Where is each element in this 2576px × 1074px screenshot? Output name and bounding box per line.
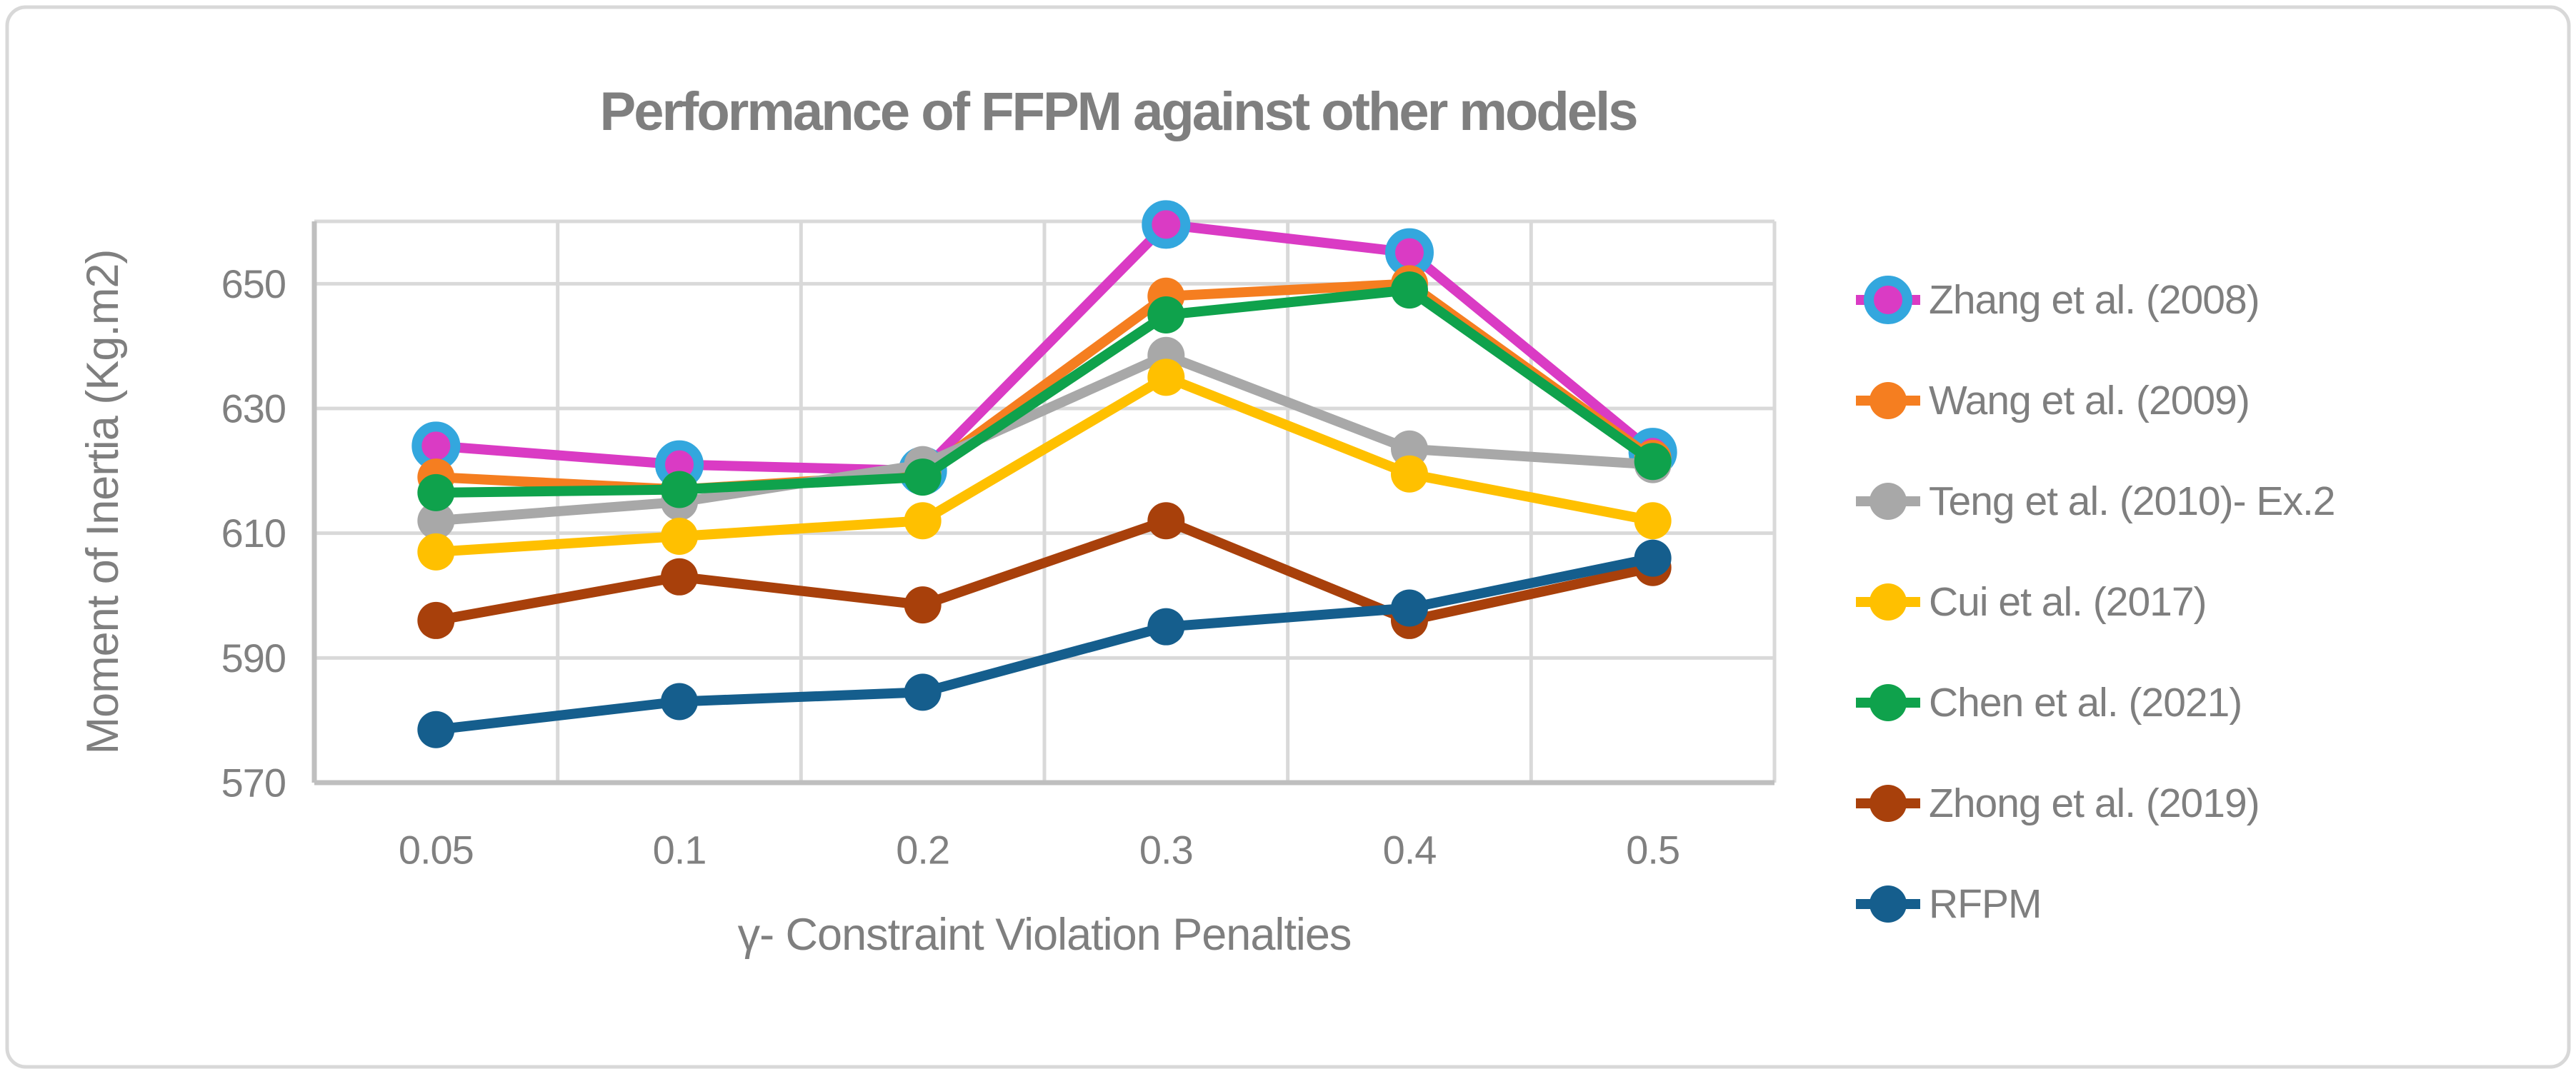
data-point-marker [1142, 200, 1191, 249]
x-axis-title: γ- Constraint Violation Penalties [738, 910, 1352, 960]
legend-label: Cui et al. (2017) [1929, 579, 2207, 625]
legend-marker [1869, 885, 1907, 923]
data-point-marker [1391, 455, 1428, 493]
legend-label: Teng et al. (2010)- Ex.2 [1929, 478, 2335, 524]
legend-marker [1864, 276, 1912, 324]
legend: Zhang et al. (2008) Wang et al. (2009) Ten… [1856, 276, 2336, 927]
y-tick-label: 650 [221, 261, 286, 306]
legend-item: Zhang et al. (2008) [1856, 276, 2260, 324]
data-point-marker [1147, 608, 1185, 646]
data-point-marker [417, 601, 455, 639]
data-point-marker [1391, 589, 1428, 627]
data-point-marker [661, 518, 698, 556]
series-line [431, 516, 1658, 626]
series-line [431, 350, 1658, 526]
data-point-marker [904, 673, 942, 711]
series-line [431, 553, 1658, 735]
legend-marker [1869, 382, 1907, 419]
series-line [431, 219, 1658, 476]
data-point-marker [1391, 271, 1428, 309]
data-point-marker [904, 502, 942, 540]
x-tick-label: 0.1 [653, 828, 707, 873]
y-tick-label: 570 [221, 761, 286, 806]
legend-marker [1869, 684, 1907, 721]
x-tick-label: 0.4 [1383, 828, 1437, 873]
y-axis-title: Moment of Inertia (Kg.m2) [78, 250, 128, 755]
series-layer [411, 200, 1677, 748]
data-point-marker [661, 558, 698, 596]
legend-label: Zhong et al. (2019) [1929, 781, 2260, 826]
legend-label: Wang et al. (2009) [1929, 378, 2250, 423]
series-line [431, 372, 1658, 557]
axes [311, 221, 1774, 786]
legend-item: Chen et al. (2021) [1856, 680, 2242, 726]
x-tick-label: 0.2 [896, 828, 949, 873]
chart-title: Performance of FFPM against other models [600, 81, 1637, 142]
data-point-marker [1634, 443, 1672, 481]
data-point-marker [661, 683, 698, 721]
data-point-marker [1634, 539, 1672, 577]
data-point-marker [1147, 296, 1185, 333]
legend-label: Chen et al. (2021) [1929, 680, 2242, 726]
data-point-marker [904, 458, 942, 496]
data-point-marker [417, 502, 455, 540]
y-tick-label: 630 [221, 386, 286, 431]
y-tick-label: 590 [221, 636, 286, 681]
data-point-marker [1147, 358, 1185, 396]
legend-marker [1869, 785, 1907, 822]
data-point-marker [417, 533, 455, 571]
legend-item: Cui et al. (2017) [1856, 579, 2207, 625]
data-point-marker [904, 586, 942, 624]
data-point-marker [1147, 502, 1185, 540]
data-point-marker [1634, 502, 1672, 540]
legend-marker [1869, 583, 1907, 621]
data-point-marker [661, 471, 698, 508]
legend-item: RFPM [1856, 881, 2042, 927]
x-tick-label: 0.3 [1139, 828, 1193, 873]
tick-labels: 570 590 610 630 650 0.05 0.1 0.2 0.3 0.4 0.5 [221, 261, 1681, 873]
legend-marker [1869, 483, 1907, 520]
legend-label: RFPM [1929, 881, 2041, 927]
y-tick-label: 610 [221, 511, 286, 556]
legend-label: Zhang et al. (2008) [1929, 277, 2260, 323]
series-line [431, 285, 1658, 498]
x-tick-label: 0.5 [1626, 828, 1679, 873]
data-point-marker [417, 473, 455, 511]
data-point-marker [417, 711, 455, 748]
legend-item: Wang et al. (2009) [1856, 378, 2250, 423]
legend-item: Zhong et al. (2019) [1856, 781, 2260, 826]
x-tick-label: 0.05 [399, 828, 474, 873]
legend-item: Teng et al. (2010)- Ex.2 [1856, 478, 2336, 524]
